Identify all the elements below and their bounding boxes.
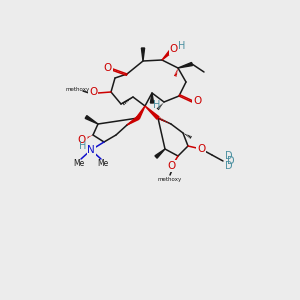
Text: D: D <box>225 161 233 171</box>
Polygon shape <box>150 93 154 103</box>
Text: H: H <box>153 100 161 110</box>
Text: D: D <box>225 151 233 161</box>
Text: H: H <box>79 141 87 151</box>
Text: H: H <box>178 41 186 51</box>
Text: Me: Me <box>74 158 85 167</box>
Polygon shape <box>162 50 172 60</box>
Text: N: N <box>87 145 95 155</box>
Polygon shape <box>178 62 192 68</box>
Polygon shape <box>155 149 165 158</box>
Text: D: D <box>227 156 235 166</box>
Text: O: O <box>89 87 97 97</box>
Polygon shape <box>145 106 159 119</box>
Polygon shape <box>127 117 139 125</box>
Text: O: O <box>193 96 201 106</box>
Text: O: O <box>168 161 176 171</box>
Text: O: O <box>78 135 86 145</box>
Polygon shape <box>141 48 145 61</box>
Text: methoxy: methoxy <box>158 178 182 182</box>
Polygon shape <box>85 116 98 124</box>
Polygon shape <box>136 106 145 119</box>
Text: O: O <box>170 44 178 54</box>
Text: O: O <box>197 144 205 154</box>
Text: Me: Me <box>98 158 109 167</box>
Text: methoxy: methoxy <box>66 88 90 92</box>
Text: O: O <box>104 63 112 73</box>
